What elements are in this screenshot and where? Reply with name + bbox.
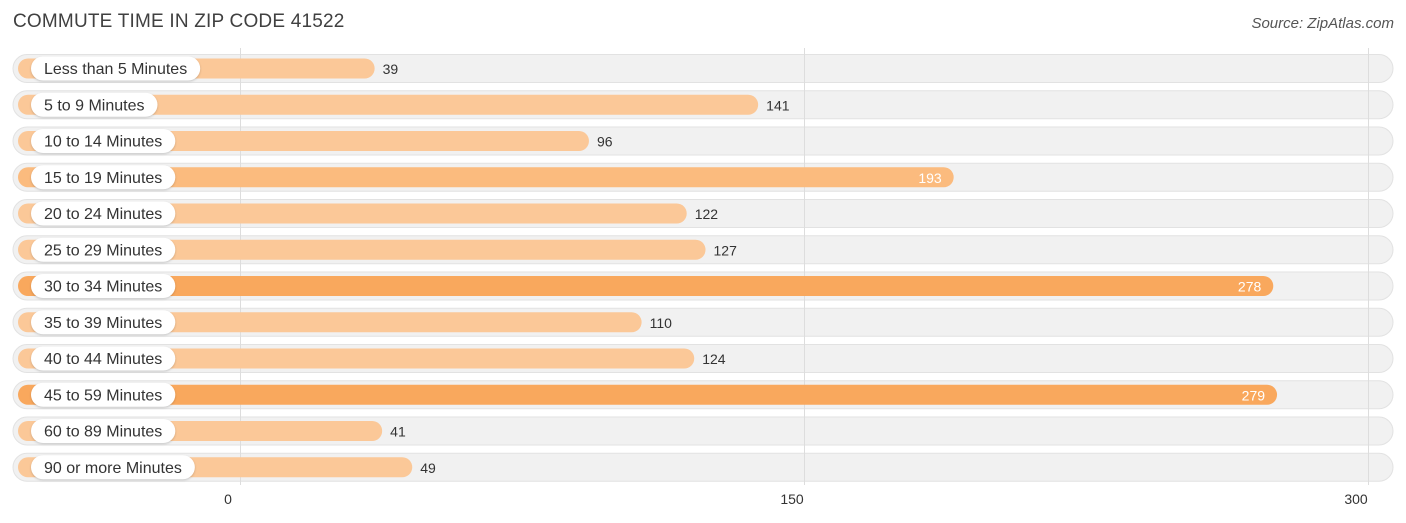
bar-label: 60 to 89 Minutes (44, 424, 162, 441)
bar-value: 110 (650, 315, 673, 331)
bar-value: 193 (918, 170, 942, 186)
x-tick-label: 150 (780, 491, 804, 507)
bar-label-pill (31, 419, 176, 443)
bar-value: 278 (1238, 279, 1262, 295)
bar-value: 122 (695, 206, 719, 222)
bar-label: 10 to 14 Minutes (44, 134, 162, 151)
bar-value: 279 (1242, 387, 1266, 403)
bar-label-pill (31, 455, 195, 480)
bar-label-pill (31, 56, 201, 81)
row-tracks (12, 54, 1394, 482)
x-tick-label: 300 (1344, 491, 1368, 507)
bar-value: 141 (766, 97, 790, 113)
bar-label-pill (31, 165, 176, 190)
bar-label: 15 to 19 Minutes (44, 170, 162, 187)
bar (18, 203, 687, 224)
bar-value: 96 (597, 134, 613, 150)
gridlines (240, 48, 1369, 485)
bar (18, 239, 706, 260)
bar-label: 90 or more Minutes (44, 460, 182, 477)
bar-label-pill (31, 274, 176, 298)
bar-value: 39 (383, 61, 399, 77)
x-tick-label: 0 (224, 491, 232, 507)
bar (18, 167, 954, 188)
bar-label-pill (31, 129, 176, 153)
bar-label-pill (31, 92, 158, 117)
bar-label: 5 to 9 Minutes (44, 97, 145, 114)
bar (18, 384, 1278, 405)
bars: Less than 5 Minutes 39 5 to 9 Minutes 141 10… (18, 56, 1278, 480)
bar-label: Less than 5 Minutes (44, 61, 187, 78)
bar-value: 49 (420, 460, 436, 476)
bar-label-pill (31, 201, 176, 226)
x-axis: 0 150 300 (224, 491, 1368, 507)
bar (18, 276, 1274, 296)
bar-label: 25 to 29 Minutes (44, 242, 162, 259)
bar-label: 20 to 24 Minutes (44, 206, 162, 223)
bar-value: 127 (714, 242, 738, 258)
bar-value: 124 (702, 351, 726, 367)
bar-label-pill (31, 310, 176, 335)
bar-label: 30 to 34 Minutes (44, 279, 162, 296)
bar-label: 40 to 44 Minutes (44, 351, 162, 368)
bar-label: 35 to 39 Minutes (44, 315, 162, 332)
bar-label-pill (31, 237, 176, 262)
chart-title: COMMUTE TIME IN ZIP CODE 41522 (13, 11, 345, 32)
bar-label-pill (31, 346, 176, 371)
bar-label-pill (31, 382, 176, 407)
bar-value: 41 (390, 424, 406, 440)
bar (18, 94, 759, 115)
bar-label: 45 to 59 Minutes (44, 387, 162, 404)
bar (18, 348, 695, 369)
chart-source: Source: ZipAtlas.com (1251, 15, 1394, 32)
